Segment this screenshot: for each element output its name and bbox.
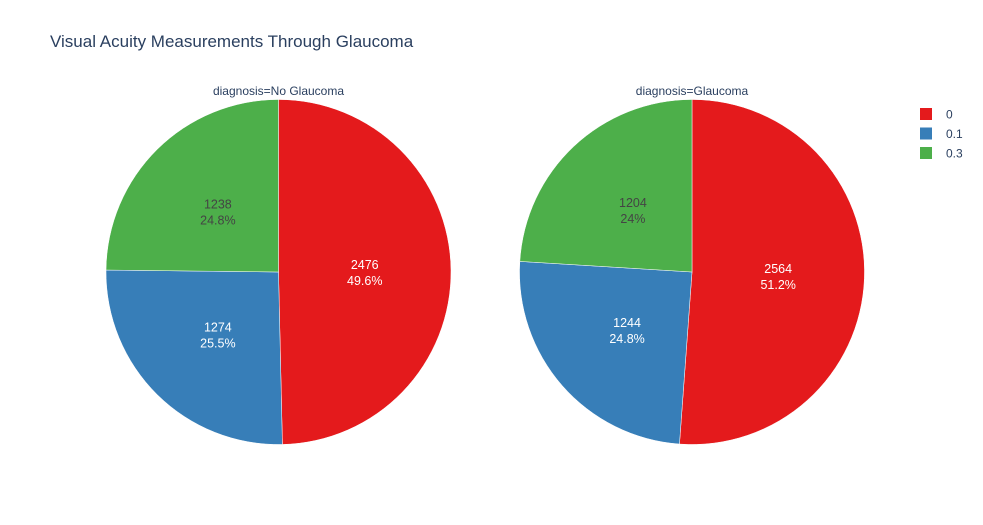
legend[interactable]: 0 0.1 0.3 — [920, 108, 963, 161]
legend-swatch — [920, 147, 932, 159]
legend-item-0[interactable]: 0 — [920, 108, 953, 122]
slice-percent: 51.2% — [760, 278, 795, 292]
slice-percent: 25.5% — [200, 336, 235, 350]
legend-item-0.1[interactable]: 0.1 — [920, 127, 963, 141]
pie-slice-0.1[interactable] — [105, 269, 283, 445]
pie-slice-0.3[interactable] — [519, 99, 693, 273]
slice-value: 1238 — [204, 198, 232, 212]
slice-percent: 24.8% — [609, 332, 644, 346]
legend-label: 0.1 — [946, 127, 963, 141]
slice-percent: 49.6% — [347, 274, 382, 288]
pie-group: 2476 49.6% 1274 25.5% 1238 24.8% diagnosis=No … — [105, 84, 865, 445]
pie-1: 2476 49.6% 1274 25.5% 1238 24.8% diagnosis=No … — [105, 84, 452, 445]
slice-value: 2476 — [351, 258, 379, 272]
legend-label: 0 — [946, 108, 953, 122]
pie-slice-0[interactable] — [278, 99, 452, 445]
slice-label-0.1: 1274 25.5% — [200, 320, 235, 350]
slice-label-0: 2564 51.2% — [760, 262, 795, 292]
pie-2: 2564 51.2% 1244 24.8% 1204 24% diagnosis=Glauc… — [519, 84, 865, 445]
pie-slice-0.3[interactable] — [105, 99, 279, 273]
slice-label-0.1: 1244 24.8% — [609, 316, 644, 346]
slice-value: 1274 — [204, 320, 232, 334]
slice-value: 2564 — [764, 262, 792, 276]
slice-percent: 24% — [620, 212, 645, 226]
pie-subtitle: diagnosis=No Glaucoma — [213, 84, 344, 98]
slice-percent: 24.8% — [200, 214, 235, 228]
chart-title: Visual Acuity Measurements Through Glauc… — [50, 32, 414, 51]
pie-subtitle: diagnosis=Glaucoma — [636, 84, 749, 98]
slice-label-0.3: 1238 24.8% — [200, 198, 235, 228]
legend-swatch — [920, 108, 932, 120]
pie-slice-0.1[interactable] — [519, 261, 693, 445]
legend-item-0.3[interactable]: 0.3 — [920, 147, 963, 161]
slice-label-0.3: 1204 24% — [619, 196, 647, 226]
slice-value: 1244 — [613, 316, 641, 330]
pie-slice-0[interactable] — [679, 99, 865, 445]
legend-label: 0.3 — [946, 147, 963, 161]
slice-value: 1204 — [619, 196, 647, 210]
slice-label-0: 2476 49.6% — [347, 258, 382, 288]
legend-swatch — [920, 127, 932, 140]
